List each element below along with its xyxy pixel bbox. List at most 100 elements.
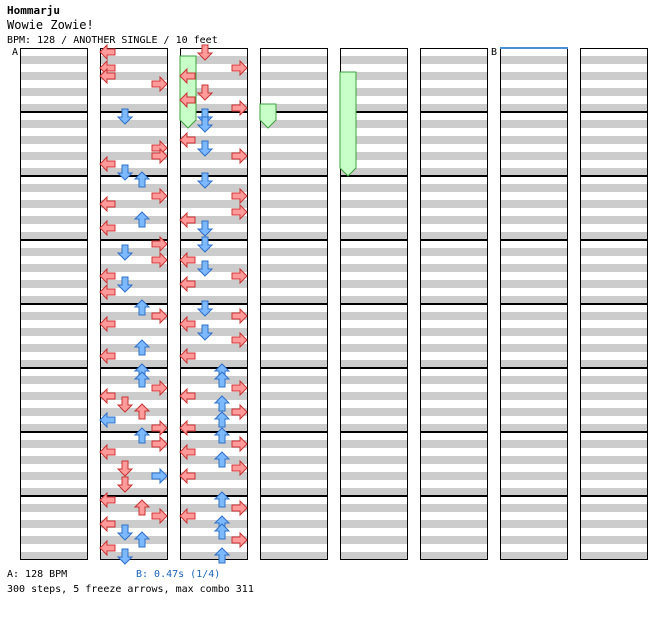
- step-arrow: [231, 147, 248, 165]
- beat-stripe: [180, 328, 248, 336]
- measure-box: [420, 304, 488, 368]
- step-arrow: [231, 403, 248, 421]
- beat-stripe: [100, 312, 168, 320]
- beat-stripe: [580, 136, 648, 144]
- step-arrow: [179, 443, 196, 461]
- beat-stripe: [340, 168, 408, 176]
- beat-stripe: [420, 392, 488, 400]
- beat-stripe: [100, 360, 168, 368]
- beat-stripe: [500, 280, 568, 288]
- beat-stripe: [180, 120, 248, 128]
- beat-stripe: [340, 88, 408, 96]
- beat-stripe: [500, 56, 568, 64]
- measure-box: [20, 48, 88, 112]
- step-arrow: [179, 467, 196, 485]
- arrow-l-icon: [99, 515, 116, 533]
- arrow-l-icon: [99, 411, 116, 429]
- measure-border: [180, 176, 248, 240]
- measure-box: [100, 368, 168, 432]
- arrow-l-icon: [179, 131, 196, 149]
- measure-box: [580, 48, 648, 112]
- beat-stripe: [100, 344, 168, 352]
- step-arrow: [99, 195, 116, 213]
- arrow-d-icon: [116, 276, 134, 293]
- step-arrow: [99, 491, 116, 509]
- beat-stripe: [100, 392, 168, 400]
- beat-stripe: [260, 440, 328, 448]
- arrow-l-icon: [179, 467, 196, 485]
- arrow-u-icon: [133, 171, 151, 188]
- measure-border: [100, 48, 168, 112]
- beat-stripe: [500, 104, 568, 112]
- beat-stripe: [340, 312, 408, 320]
- step-arrow: [99, 267, 116, 285]
- measure-box: [20, 240, 88, 304]
- beat-stripe: [580, 344, 648, 352]
- beat-stripe: [20, 56, 88, 64]
- beat-stripe: [260, 248, 328, 256]
- beat-stripe: [100, 376, 168, 384]
- step-arrow: [116, 548, 134, 565]
- arrow-l-icon: [179, 347, 196, 365]
- beat-stripe: [500, 344, 568, 352]
- step-arrow: [116, 524, 134, 541]
- beat-stripe: [340, 424, 408, 432]
- measure-box: [580, 432, 648, 496]
- arrow-d-icon: [196, 140, 214, 157]
- beat-stripe: [340, 376, 408, 384]
- beat-stripe: [340, 552, 408, 560]
- measure-box: [580, 304, 648, 368]
- arrow-u-icon: [213, 411, 231, 428]
- measure-border: [420, 304, 488, 368]
- step-arrow: [196, 44, 214, 61]
- step-arrow: [116, 244, 134, 261]
- beat-stripe: [100, 88, 168, 96]
- beat-stripe: [100, 488, 168, 496]
- arrow-d-icon: [196, 236, 214, 253]
- step-arrow: [99, 155, 116, 173]
- beat-stripe: [580, 536, 648, 544]
- step-arrow: [151, 507, 168, 525]
- measure-border: [340, 176, 408, 240]
- step-arrow: [99, 67, 116, 85]
- beat-stripe: [340, 344, 408, 352]
- beat-stripe: [500, 408, 568, 416]
- beat-stripe: [580, 264, 648, 272]
- beat-stripe: [500, 216, 568, 224]
- beat-stripe: [500, 440, 568, 448]
- arrow-l-icon: [99, 539, 116, 557]
- step-arrow: [116, 108, 134, 125]
- beat-stripe: [580, 88, 648, 96]
- chart-meta: BPM: 128 / ANOTHER SINGLE / 10 feet: [7, 35, 218, 46]
- beat-stripe: [180, 552, 248, 560]
- beat-stripe: [340, 520, 408, 528]
- measure-box: [580, 240, 648, 304]
- beat-stripe: [500, 392, 568, 400]
- beat-stripe: [420, 440, 488, 448]
- step-arrow: [151, 307, 168, 325]
- beat-stripe: [340, 136, 408, 144]
- arrow-u-icon: [133, 211, 151, 228]
- arrow-l-icon: [179, 507, 196, 525]
- step-arrow: [231, 59, 248, 77]
- beat-stripe: [500, 472, 568, 480]
- measure-border: [420, 496, 488, 560]
- step-arrow: [179, 67, 196, 85]
- beat-stripe: [340, 328, 408, 336]
- beat-stripe: [580, 120, 648, 128]
- beat-stripe: [20, 120, 88, 128]
- beat-stripe: [260, 408, 328, 416]
- measure-box: [340, 48, 408, 112]
- step-arrow: [213, 395, 231, 412]
- artist-name: Hommarju: [7, 4, 60, 17]
- arrow-r-icon: [231, 531, 248, 549]
- arrow-r-icon: [231, 435, 248, 453]
- beat-stripe: [420, 264, 488, 272]
- beat-stripe: [180, 408, 248, 416]
- arrow-l-icon: [99, 491, 116, 509]
- measure-box: [20, 432, 88, 496]
- step-arrow: [99, 43, 116, 61]
- beat-stripe: [20, 136, 88, 144]
- beat-stripe: [420, 312, 488, 320]
- beat-stripe: [420, 72, 488, 80]
